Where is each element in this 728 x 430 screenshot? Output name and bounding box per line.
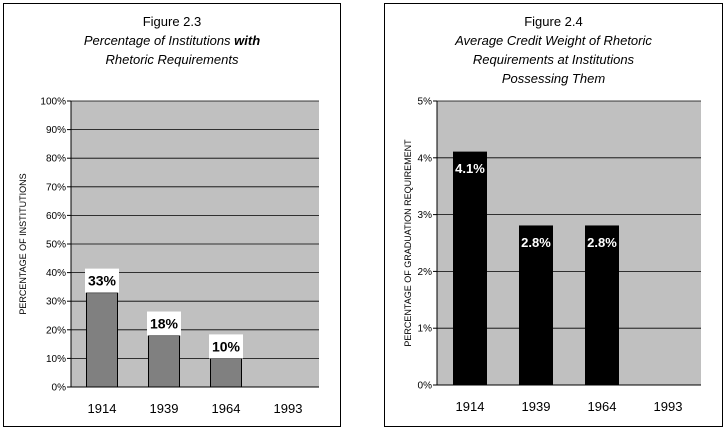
figure-2-3-panel: Figure 2.3 Percentage of Institutions wi… bbox=[3, 3, 341, 427]
fig-2-4-y-tick-label: 2% bbox=[418, 267, 433, 278]
fig-2-3-y-tick-label: 70% bbox=[46, 182, 66, 193]
fig-2-3-x-tick-label: 1914 bbox=[88, 401, 117, 416]
fig-2-3-y-tick-label: 40% bbox=[46, 268, 66, 279]
fig-2-3-y-tick-label: 30% bbox=[46, 297, 66, 308]
figure-2-4-subtitle-line-2: Requirements at Institutions bbox=[472, 52, 635, 67]
fig-2-4-x-tick-label: 1939 bbox=[522, 399, 551, 414]
fig-2-3-data-label-box bbox=[209, 334, 243, 359]
fig-2-3-x-tick-label: 1964 bbox=[212, 401, 241, 416]
fig-2-3-y-tick-label: 90% bbox=[46, 125, 66, 136]
figure-2-4-subtitle-line-1: Average Credit Weight of Rhetoric bbox=[455, 33, 652, 48]
fig-2-3-data-label-box bbox=[85, 268, 119, 293]
fig-2-3-y-tick-label: 20% bbox=[46, 325, 66, 336]
figure-2-4-subtitle-line-3: Possessing Them bbox=[501, 71, 606, 86]
fig-2-4-bar bbox=[519, 225, 553, 386]
fig-2-3-x-tick-label: 1939 bbox=[150, 401, 179, 416]
fig-2-3-data-label-box bbox=[147, 311, 181, 336]
figure-2-3-titles: Figure 2.3 Percentage of Institutions wi… bbox=[4, 12, 340, 69]
fig-2-4-y-tick-label: 1% bbox=[418, 324, 433, 335]
fig-2-3-data-label: 10% bbox=[212, 338, 241, 354]
figure-2-4-panel: Figure 2.4 Average Credit Weight of Rhet… bbox=[384, 3, 723, 427]
fig-2-4-x-tick-label: 1914 bbox=[456, 399, 485, 414]
fig-2-3-bar bbox=[148, 335, 180, 388]
figure-2-3-subtitle-line-2: Rhetoric Requirements bbox=[105, 52, 239, 67]
figure-2-3-chart: 0% 10% 20% 30% 40% 50% 60% 70% 80% 90% 100% 1914 33%… bbox=[18, 97, 319, 416]
fig-2-3-y-axis-label: PERCENTAGE OF INSTITUTIONS bbox=[18, 173, 28, 314]
fig-2-3-bar bbox=[86, 292, 118, 388]
figure-2-3-title: Figure 2.3 bbox=[142, 14, 202, 29]
fig-2-3-y-tick-label: 10% bbox=[46, 354, 66, 365]
figure-2-3-subtitle-part-a: Percentage of Institutions bbox=[83, 33, 235, 48]
figure-2-4-title: Figure 2.4 bbox=[524, 14, 583, 29]
fig-2-3-y-tick-label: 100% bbox=[40, 97, 66, 108]
figure-2-4-titles: Figure 2.4 Average Credit Weight of Rhet… bbox=[385, 12, 722, 88]
fig-2-4-y-tick-label: 5% bbox=[418, 97, 433, 108]
fig-2-4-bar bbox=[453, 151, 487, 386]
fig-2-3-y-tick-label: 80% bbox=[46, 154, 66, 165]
fig-2-3-data-label: 18% bbox=[150, 316, 179, 332]
fig-2-4-data-label: 2.8% bbox=[587, 235, 617, 250]
fig-2-3-y-tick-label: 50% bbox=[46, 240, 66, 251]
fig-2-3-y-tick-label: 0% bbox=[52, 383, 67, 394]
fig-2-4-x-tick-label: 1993 bbox=[654, 399, 683, 414]
fig-2-3-data-label: 33% bbox=[88, 273, 117, 289]
fig-2-4-y-tick-label: 0% bbox=[418, 381, 433, 392]
fig-2-3-y-tick-label: 60% bbox=[46, 211, 66, 222]
figure-2-3-subtitle-line-1: Percentage of Institutions with bbox=[4, 31, 340, 50]
fig-2-3-bar bbox=[210, 357, 242, 388]
fig-2-4-data-label: 2.8% bbox=[521, 235, 551, 250]
figure-2-3-subtitle-emphasis: with bbox=[234, 33, 261, 48]
fig-2-4-bar bbox=[585, 225, 619, 386]
fig-2-4-data-label: 4.1% bbox=[455, 161, 485, 176]
fig-2-4-x-tick-label: 1964 bbox=[588, 399, 617, 414]
fig-2-4-y-axis-label: PERCENTAGE OF GRADUATION REQUIREMENT bbox=[403, 139, 413, 347]
fig-2-4-y-tick-label: 3% bbox=[418, 210, 433, 221]
fig-2-4-y-tick-label: 4% bbox=[418, 153, 433, 164]
fig-2-3-x-tick-label: 1993 bbox=[274, 401, 303, 416]
figure-2-4-chart: 0% 1% 2% 3% 4% 5% 1914 4.1% 1939 2.8% 1964 2.8% 1993… bbox=[403, 97, 701, 414]
